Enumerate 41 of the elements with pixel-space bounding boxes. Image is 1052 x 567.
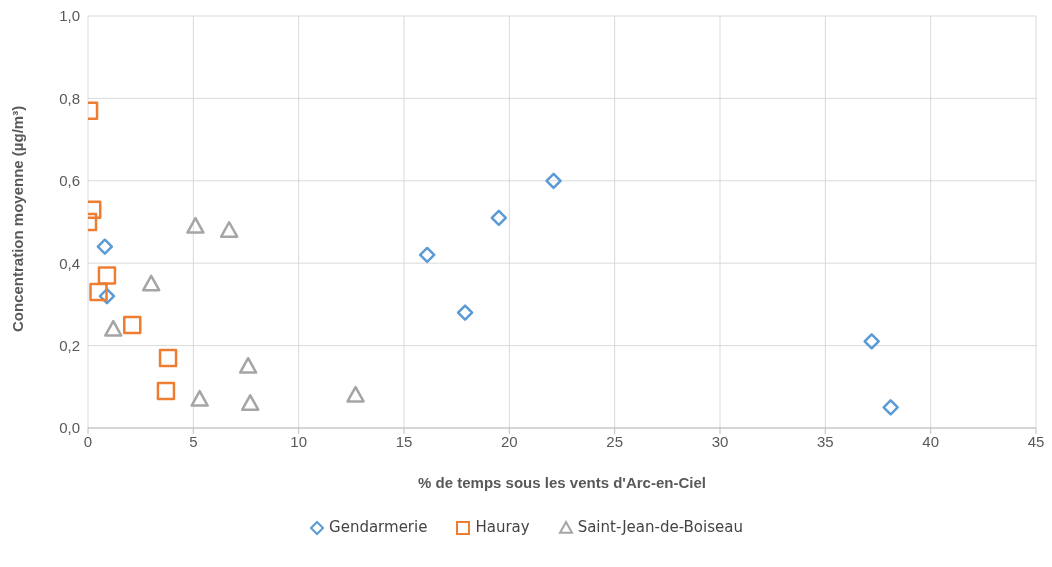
point	[346, 385, 365, 403]
y-tick-label: 0,6	[59, 172, 80, 190]
point	[219, 220, 239, 238]
y-tick-label: 0,0	[59, 419, 80, 437]
point	[238, 356, 258, 374]
point	[158, 348, 178, 368]
x-tick-label: 0	[83, 432, 93, 450]
legend-label: Saint-Jean-de-Boiseau	[576, 518, 743, 536]
y-axis-title: Concentration moyenne (µg/m³)	[9, 105, 27, 332]
point	[240, 394, 260, 411]
point	[156, 381, 176, 401]
x-tick-label: 5	[189, 432, 198, 450]
y-tick-label: 1,0	[59, 7, 80, 25]
x-axis-title: % de temps sous les vents d'Arc-en-Ciel	[418, 474, 706, 491]
x-tick-label: 20	[500, 432, 518, 450]
point	[122, 315, 142, 335]
x-tick-label: 40	[922, 432, 940, 450]
point	[190, 389, 209, 407]
y-tick-label: 0,4	[59, 254, 80, 272]
point	[863, 333, 880, 350]
x-tick-label: 30	[711, 432, 729, 450]
point	[104, 319, 123, 337]
point	[141, 274, 161, 292]
y-tick-label: 0,2	[59, 336, 80, 354]
y-tick-label: 0,8	[59, 89, 80, 107]
x-tick-label: 25	[606, 432, 624, 450]
legend-label: Gendarmerie	[328, 518, 428, 536]
point	[418, 246, 436, 264]
x-tick-label: 45	[1027, 432, 1045, 450]
point	[545, 172, 562, 190]
point	[456, 304, 474, 321]
x-tick-label: 15	[395, 432, 413, 450]
point	[97, 266, 117, 285]
point	[96, 238, 114, 255]
x-tick-label: 35	[816, 432, 834, 450]
point	[89, 282, 108, 302]
point	[490, 209, 508, 227]
point	[882, 399, 899, 416]
point	[186, 216, 205, 234]
legend-label: Hauray	[474, 518, 530, 536]
x-tick-label: 10	[290, 432, 308, 450]
